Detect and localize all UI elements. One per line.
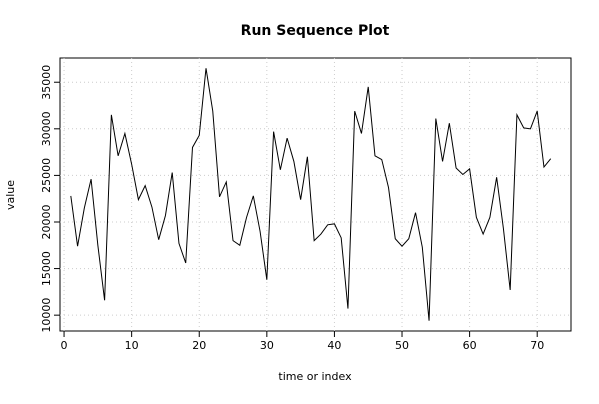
y-tick-label: 35000 <box>40 65 53 100</box>
x-tick-label: 0 <box>61 339 68 352</box>
y-tick-label: 25000 <box>40 158 53 193</box>
x-tick-label: 30 <box>260 339 274 352</box>
plot-frame <box>59 57 572 332</box>
y-tick-label: 15000 <box>40 251 53 286</box>
y-tick-label: 30000 <box>40 111 53 146</box>
chart-title: Run Sequence Plot <box>241 23 390 39</box>
y-tick-label: 20000 <box>40 204 53 239</box>
y-tick-label: 10000 <box>40 298 53 333</box>
x-axis-label: time or index <box>278 370 352 383</box>
x-tick-label: 60 <box>463 339 477 352</box>
data-line <box>70 68 552 321</box>
x-tick-label: 70 <box>530 339 544 352</box>
y-axis-label: value <box>4 180 17 210</box>
x-tick-label: 10 <box>125 339 139 352</box>
x-tick-label: 50 <box>395 339 409 352</box>
x-tick-label: 20 <box>192 339 206 352</box>
x-tick-label: 40 <box>327 339 341 352</box>
